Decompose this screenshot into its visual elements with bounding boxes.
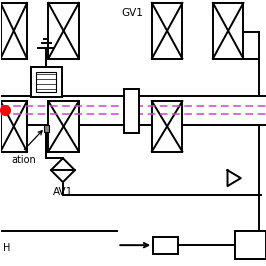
Bar (36, 72, 56, 92)
Text: SP: SP (159, 240, 173, 250)
Bar (213, 3, 243, 59)
Bar (44, 125, 49, 132)
Bar (31, 66, 61, 97)
Bar (153, 236, 178, 254)
Bar (48, 101, 79, 152)
Bar (1, 3, 27, 59)
Bar (152, 3, 182, 59)
Bar (152, 101, 182, 152)
Polygon shape (227, 170, 241, 186)
Polygon shape (51, 158, 75, 182)
Text: ation: ation (11, 155, 36, 165)
Bar (235, 231, 266, 259)
Bar (48, 3, 79, 59)
Text: TM: TM (243, 240, 259, 250)
Text: AV1: AV1 (53, 188, 73, 197)
Bar (1, 101, 27, 152)
Text: GV1: GV1 (121, 7, 143, 18)
Bar (124, 89, 139, 133)
Text: H: H (3, 243, 11, 253)
